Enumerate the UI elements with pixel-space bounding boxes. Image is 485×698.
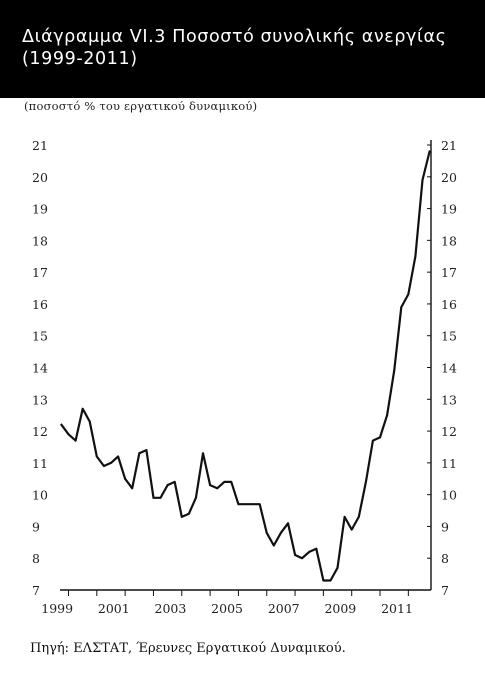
data-point [251,503,254,506]
data-point [315,547,318,550]
y-tick-label-left: 21 [32,138,48,153]
data-point [280,531,282,534]
y-tick-label-right: 18 [441,233,457,248]
data-point [152,496,155,499]
y-tick-label-left: 19 [32,202,48,217]
data-point [195,496,197,499]
y-tick-label-right: 11 [441,456,457,471]
data-point [102,465,105,467]
data-point [364,481,367,483]
y-tick-label-right: 10 [441,488,457,503]
data-point [287,522,289,525]
y-tick-label-right: 15 [441,329,457,344]
y-tick-label-right: 14 [441,361,457,376]
unemployment-rate-line [60,150,431,582]
data-point [379,436,381,439]
y-tick-label-left: 10 [32,488,48,503]
y-tick-label-right: 20 [441,170,457,185]
data-point [230,481,233,483]
x-tick-label: 2007 [268,601,300,616]
y-tick-label-right: 19 [441,202,457,217]
x-tick-label: 2001 [98,601,130,616]
data-point [74,439,77,442]
y-tick-label-right: 9 [441,519,449,534]
data-point [414,255,417,258]
data-point [301,557,304,560]
y-tick-label-right: 16 [441,297,457,312]
data-point [237,503,240,506]
x-tick-label: 2003 [155,601,187,616]
y-tick-label-left: 14 [32,361,48,376]
y-tick-label-right: 13 [441,392,457,407]
data-point [372,439,374,442]
y-tick-label-left: 18 [32,233,48,248]
data-point [202,452,204,455]
title-bar: Διάγραμμα VI.3 Ποσοστό συνολικής ανεργία… [0,0,485,98]
x-tick-label: 2011 [381,601,413,616]
data-point [187,512,190,515]
y-tick-label-left: 16 [32,297,48,312]
x-tick-label: 2005 [211,601,243,616]
data-point [357,515,360,518]
y-tick-label-left: 11 [32,456,48,471]
chart-title: Διάγραμμα VI.3 Ποσοστό συνολικής ανεργία… [22,27,447,69]
y-tick-label-right: 7 [441,583,449,598]
y-tick-label-left: 20 [32,170,48,185]
data-point [60,423,63,426]
data-point [343,515,346,518]
y-tick-label-left: 8 [32,551,40,566]
data-point [88,420,91,423]
data-point [308,550,311,553]
y-tick-label-left: 13 [32,392,48,407]
data-point [95,455,98,458]
data-point [159,496,162,499]
data-point [145,449,148,452]
data-point [180,515,183,518]
data-point [272,544,275,547]
y-tick-label-left: 17 [32,265,48,280]
data-point [428,150,431,153]
data-point [223,481,226,483]
y-tick-label-right: 8 [441,551,449,566]
data-point [336,566,339,569]
y-tick-label-left: 12 [32,424,48,439]
data-point [350,528,353,531]
data-point [393,369,396,372]
data-point [322,579,325,582]
unit-subtitle: (ποσοστό % του εργατικού δυναμικού) [24,99,258,113]
y-tick-label-right: 12 [441,424,457,439]
y-tick-label-left: 9 [32,519,40,534]
data-point [117,455,119,458]
data-point [421,179,424,181]
data-point [138,452,141,455]
y-tick-label-right: 21 [441,138,457,153]
data-point [166,484,169,487]
data-point [216,487,219,490]
y-tick-label-left: 7 [32,583,40,598]
data-point [131,487,134,490]
data-point [110,461,112,464]
data-point [244,503,247,506]
source-note: Πηγή: ΕΛΣΤΑΤ, Έρευνες Εργατικού Δυναμικο… [30,641,346,656]
y-tick-label-left: 15 [32,329,48,344]
data-point [294,554,296,556]
data-point [81,407,84,410]
data-point [67,433,70,436]
x-tick-label: 1999 [41,601,73,616]
data-point [400,306,403,309]
y-tick-label-right: 17 [441,265,457,280]
data-point [173,481,176,483]
x-tick-label: 2009 [324,601,356,616]
data-point [407,293,410,296]
data-point [124,477,127,480]
data-point [258,503,261,506]
data-point [265,531,268,534]
data-point [329,579,332,582]
data-point [209,484,211,487]
data-point [386,414,389,417]
